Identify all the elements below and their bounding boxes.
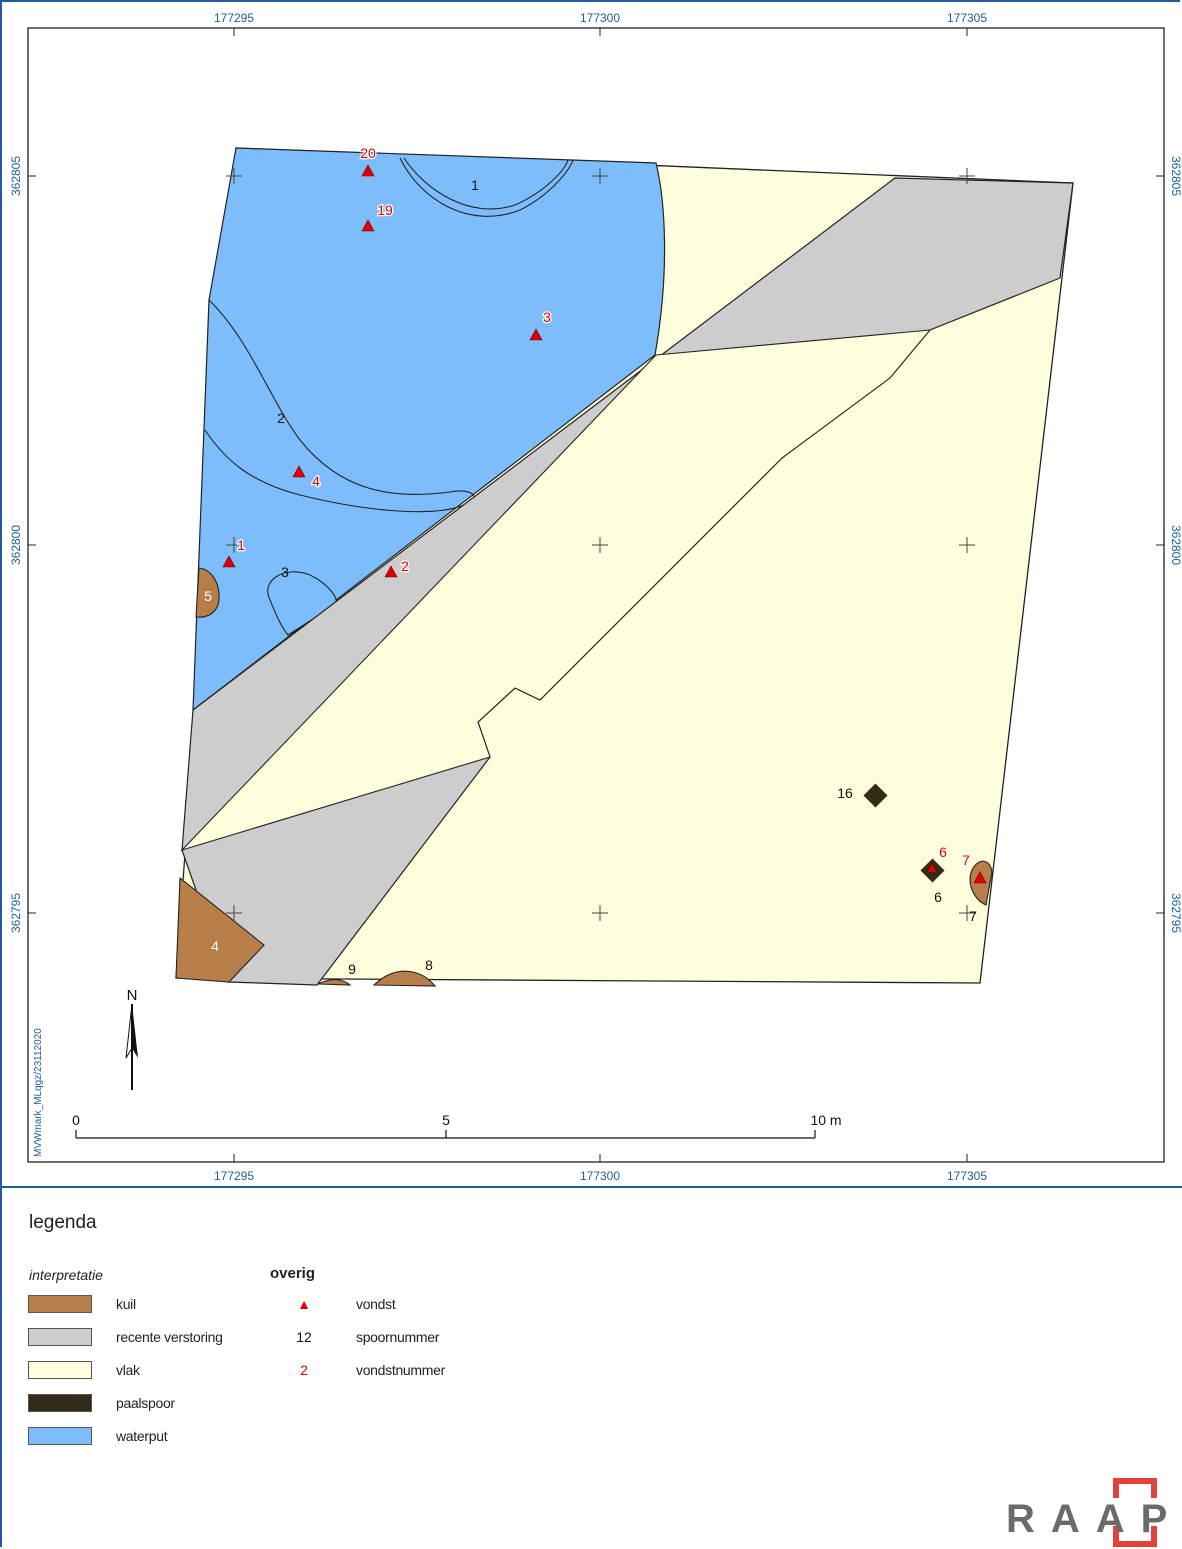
feature-number: 6 — [934, 889, 942, 905]
north-label: N — [127, 987, 138, 1004]
feature-number: 16 — [837, 785, 853, 801]
feature-1-outline — [399, 157, 574, 217]
legend-label: vondst — [356, 1296, 396, 1312]
legend-swatch — [28, 1394, 92, 1412]
kuil-8 — [372, 970, 437, 987]
logo-bracket-top — [1113, 1478, 1157, 1498]
vlak-wedge — [180, 329, 932, 852]
legend-label: paalspoor — [116, 1395, 175, 1411]
find-marker-1 — [222, 555, 236, 568]
feature-number: 3 — [281, 564, 289, 580]
legend-item-vondst: ▲ vondst — [292, 1294, 396, 1314]
legend-interpretation-heading: interpretatie — [29, 1267, 103, 1283]
find-number: 4 — [312, 473, 320, 489]
feature-1-inner — [403, 157, 569, 210]
find-number: 7 — [962, 852, 970, 868]
find-marker-2 — [384, 565, 398, 578]
scale-label: 5 — [442, 1112, 450, 1128]
grid-y-label-right: 362795 — [1169, 893, 1182, 933]
find-marker-4 — [292, 465, 306, 478]
legend-swatch — [28, 1295, 92, 1313]
find-marker-7 — [973, 871, 987, 884]
legend-swatch — [28, 1361, 92, 1379]
grid-x-label-bottom: 177295 — [214, 1169, 254, 1183]
legend-label: vlak — [116, 1362, 140, 1378]
legend-label: vondstnummer — [356, 1362, 445, 1378]
find-number: 3 — [543, 309, 551, 325]
legend-label: kuil — [116, 1296, 136, 1312]
excavation-trench — [175, 147, 1074, 987]
grid-x-label-top: 177300 — [580, 11, 620, 25]
scale-label: 10 m — [810, 1112, 841, 1128]
feature-number: 4 — [211, 938, 219, 954]
legend-symbol: 12 — [296, 1329, 312, 1345]
legend-item-vlak: vlak — [28, 1360, 140, 1380]
grid-y-label-left: 362795 — [9, 893, 23, 933]
scale-label: 0 — [72, 1112, 80, 1128]
legend-item-vondstnummer: 2 vondstnummer — [292, 1360, 445, 1380]
find-marker-19 — [361, 219, 375, 232]
kuil-4 — [175, 876, 265, 983]
north-arrow: N — [125, 987, 138, 1090]
grid-crosses — [226, 168, 975, 921]
find-number: 1 — [237, 537, 245, 553]
feature-number: 7 — [969, 908, 977, 924]
legend-item-recente-verstoring: recente verstoring — [28, 1327, 223, 1347]
raap-logo: RAAP — [1006, 1478, 1174, 1547]
find-markers — [222, 164, 987, 884]
find-marker-20 — [361, 164, 375, 177]
feature-number: 9 — [348, 961, 356, 977]
find-marker-3 — [529, 328, 543, 341]
grid-x-label-bottom: 177300 — [580, 1169, 620, 1183]
legend-label: spoornummer — [356, 1329, 440, 1345]
find-marker-6 — [926, 862, 938, 873]
find-number: 6 — [939, 844, 947, 860]
find-number: 19 — [377, 202, 393, 218]
grid-y-label-left: 362805 — [9, 156, 23, 196]
legend-item-kuil: kuil — [28, 1294, 136, 1314]
feature-number: 5 — [204, 588, 212, 604]
legend-item-paalspoor: paalspoor — [28, 1393, 175, 1413]
waterput-upper — [192, 147, 666, 712]
file-reference: MVWmark_MLqgz/23112020 — [33, 1028, 44, 1157]
logo-text: RAAP — [1006, 1497, 1174, 1541]
kuil-5 — [195, 567, 220, 618]
legend-label: recente verstoring — [116, 1329, 223, 1345]
find-number: 2 — [401, 558, 409, 574]
find-number: 20 — [360, 145, 376, 161]
legend-swatch — [28, 1328, 92, 1346]
grid-x-label-top: 177295 — [214, 11, 254, 25]
legend-item-spoornummer: 12 spoornummer — [292, 1327, 439, 1347]
map-figure: 177295 177300 177305 177295 177300 17730… — [0, 11, 1182, 1188]
legend-other-heading: overig — [270, 1265, 316, 1282]
feature-number: 2 — [277, 410, 285, 426]
logo-bracket-bottom — [1113, 1526, 1157, 1547]
legend-swatch — [28, 1427, 92, 1445]
feature-number: 8 — [425, 957, 433, 973]
kuil-9 — [317, 979, 352, 986]
legend-item-waterput: waterput — [28, 1426, 168, 1446]
feature-3-outline — [267, 571, 337, 636]
feature-2-outline — [204, 299, 475, 513]
grid-y-label-left: 362800 — [9, 525, 23, 565]
feature-number: 1 — [471, 177, 479, 193]
legend-title: legenda — [29, 1212, 97, 1233]
grid-x-label-top: 177305 — [947, 11, 987, 25]
legend-label: waterput — [116, 1428, 168, 1444]
frame-ticks — [28, 28, 1164, 1162]
grid-x-label-bottom: 177305 — [947, 1169, 987, 1183]
grid-y-label-right: 362800 — [1169, 525, 1182, 565]
legend-symbol: 2 — [300, 1362, 308, 1378]
scale-bar: 0 5 10 m — [72, 1112, 842, 1139]
grid-y-label-right: 362805 — [1169, 156, 1182, 196]
find-triangle-icon: ▲ — [297, 1296, 311, 1312]
